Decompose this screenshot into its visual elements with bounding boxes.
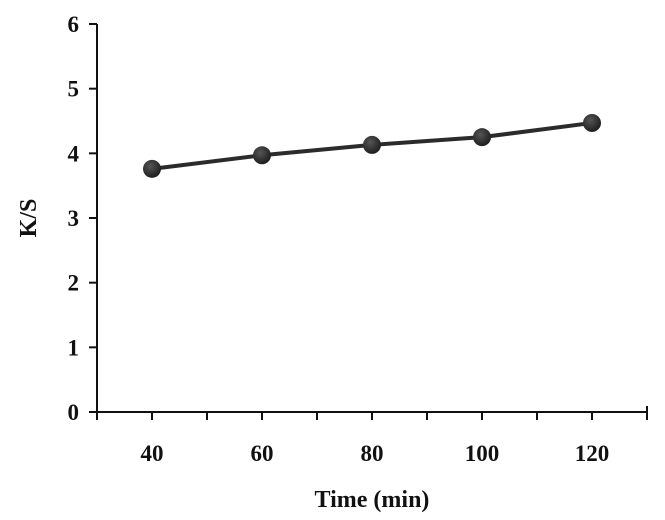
- y-tick-label: 6: [68, 12, 80, 37]
- y-tick-label: 3: [68, 206, 80, 231]
- data-point-marker: [583, 113, 601, 132]
- y-tick-label: 2: [68, 271, 80, 296]
- x-tick-label: 60: [251, 441, 274, 466]
- data-series: [143, 113, 601, 178]
- data-point-marker: [363, 135, 381, 154]
- x-tick-label: 80: [361, 441, 384, 466]
- x-tick-label: 100: [465, 441, 500, 466]
- y-tick-label: 4: [68, 141, 80, 166]
- y-axis-title: K/S: [16, 199, 42, 238]
- data-point-marker: [143, 159, 161, 178]
- data-point-marker: [473, 128, 491, 147]
- data-point-marker: [253, 146, 271, 165]
- y-tick-label: 1: [68, 335, 80, 360]
- x-tick-label: 120: [575, 441, 610, 466]
- x-axis-ticks: 40 60 80 100 120: [96, 412, 648, 466]
- x-tick-label: 40: [141, 441, 164, 466]
- y-tick-label: 0: [68, 400, 80, 425]
- axes: [91, 24, 648, 420]
- y-tick-label: 5: [68, 77, 80, 102]
- x-axis-title: Time (min): [315, 487, 430, 513]
- y-axis-ticks: 0 1 2 3 4 5 6: [68, 12, 97, 425]
